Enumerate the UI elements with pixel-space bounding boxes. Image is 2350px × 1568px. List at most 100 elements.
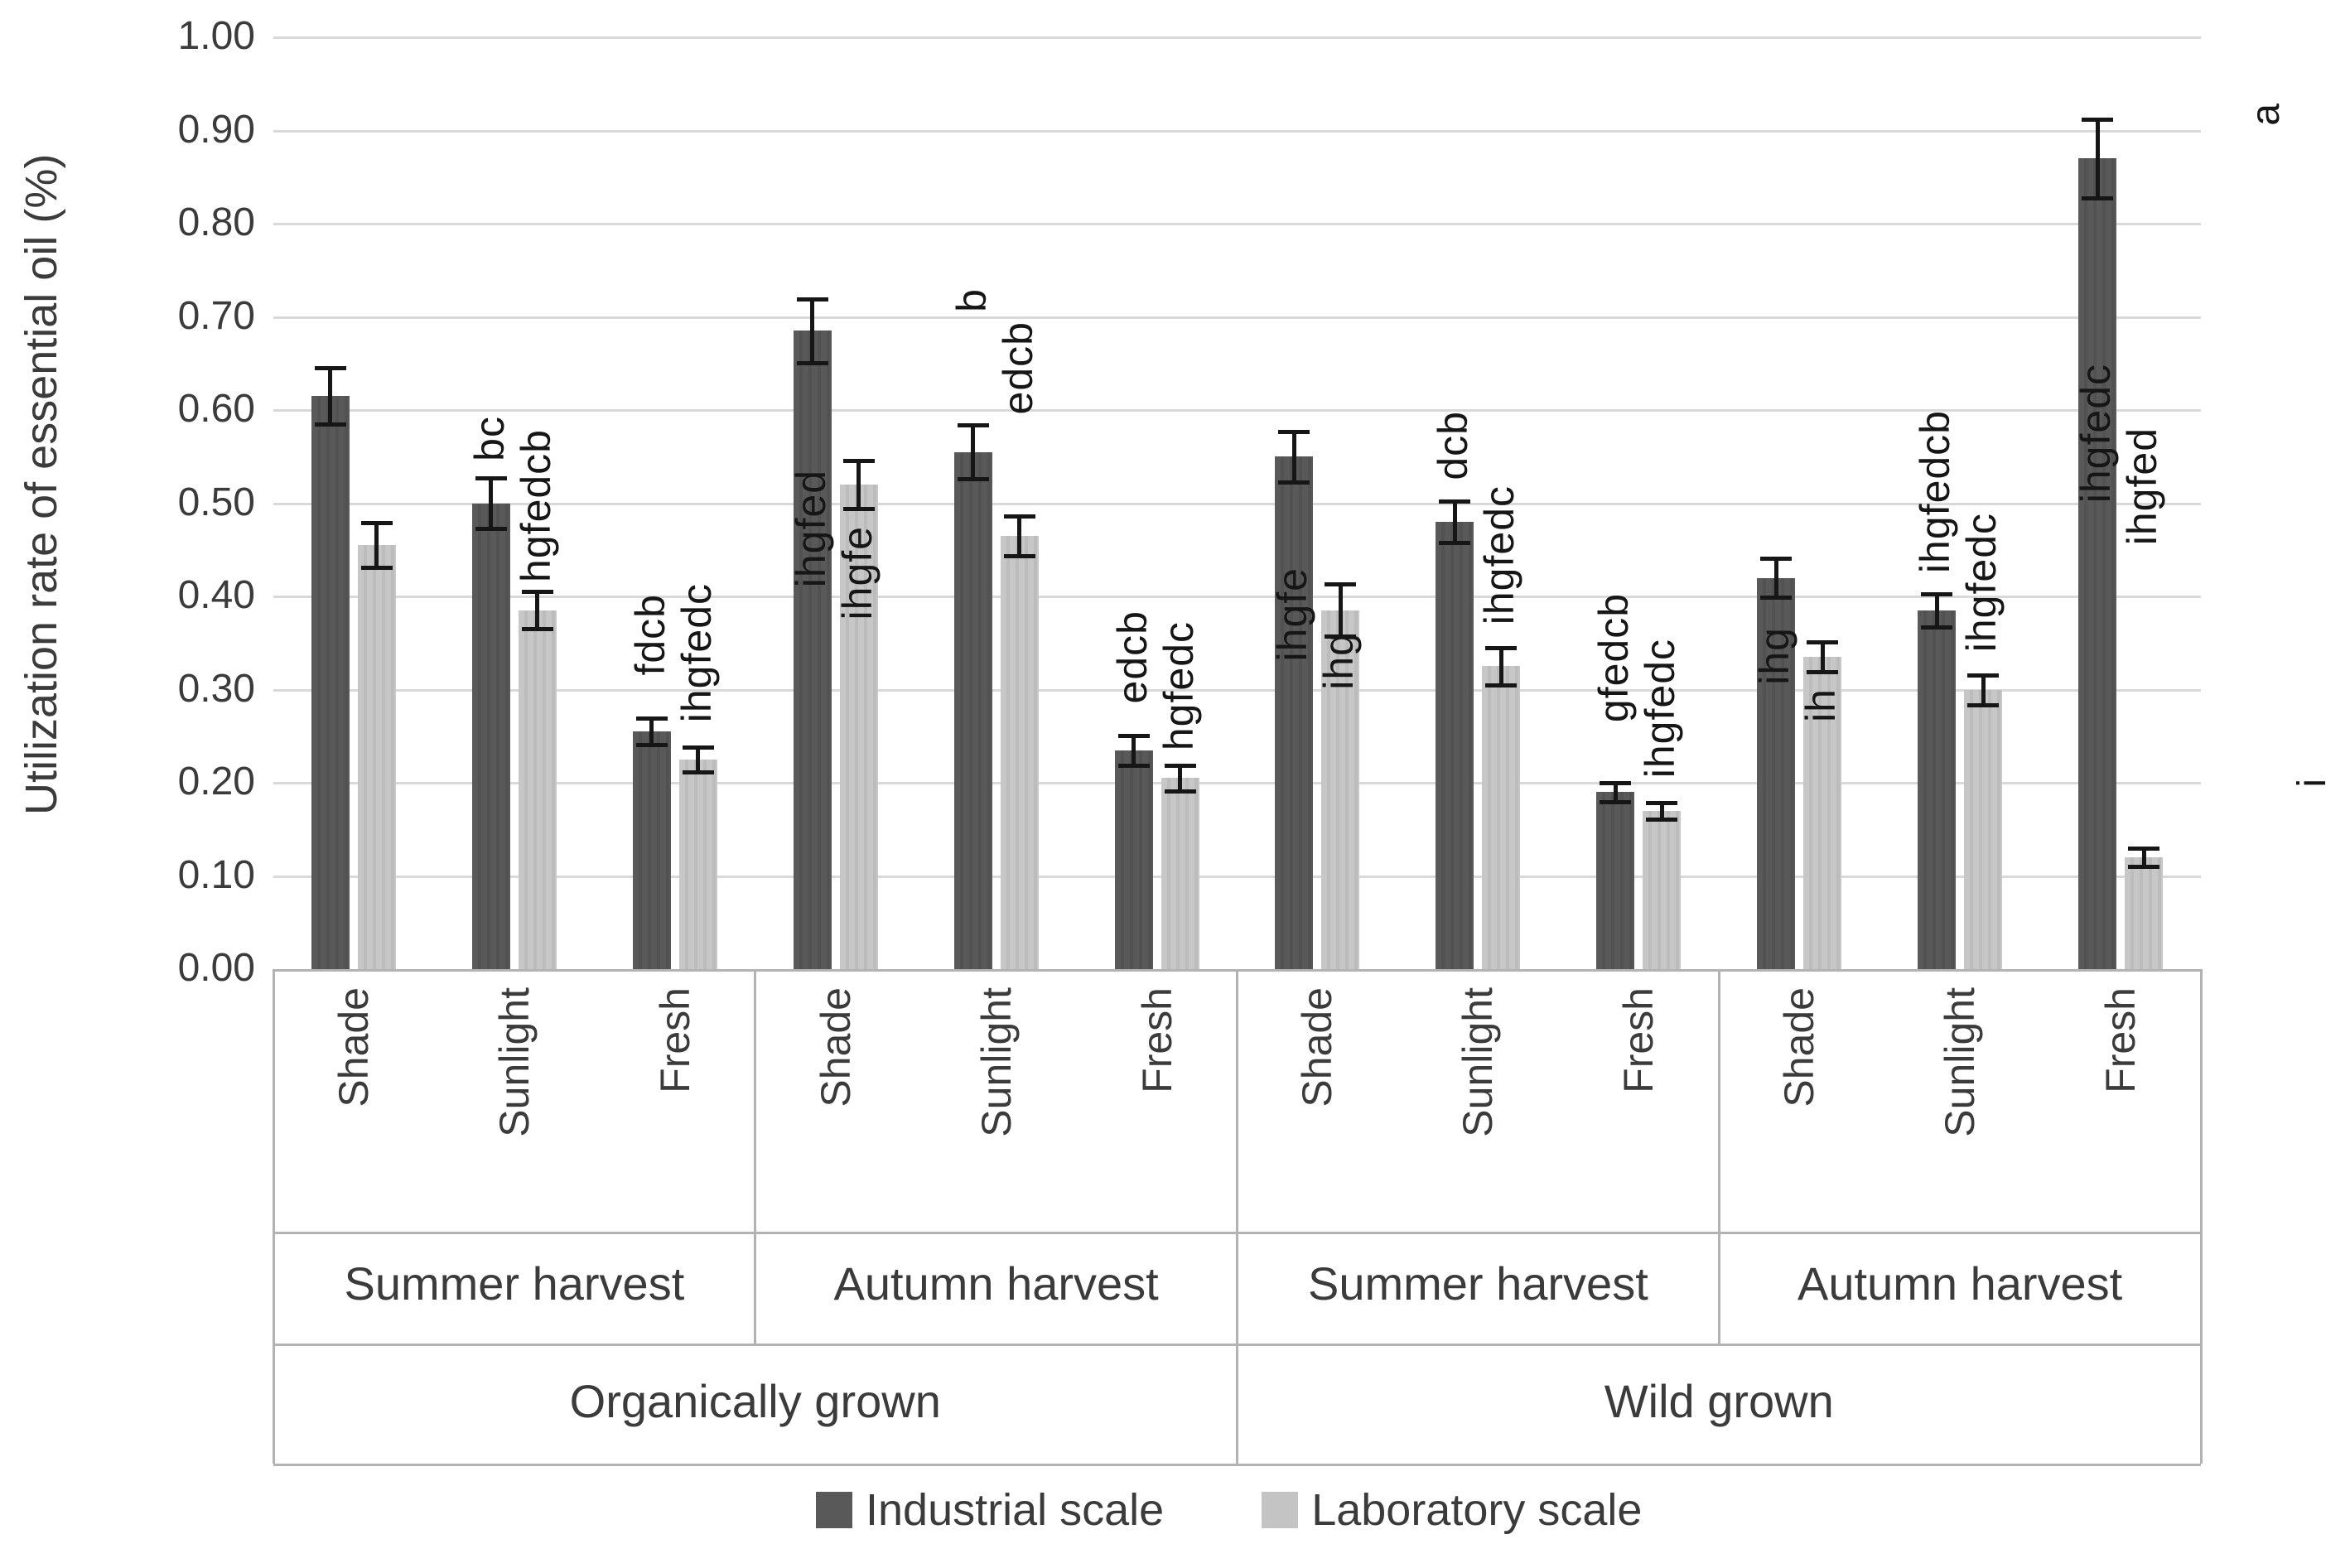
growth-label: Wild grown	[1604, 1375, 1834, 1427]
error-bar	[696, 747, 701, 772]
error-bar	[1132, 735, 1136, 765]
category-label-fresh: Fresh	[2097, 987, 2145, 1093]
error-bar-cap	[2082, 195, 2114, 200]
error-bar-cap	[682, 770, 714, 774]
error-bar-cap	[1325, 582, 1357, 587]
y-tick-label: 0.50	[177, 480, 255, 524]
error-bar	[810, 299, 815, 363]
significance-letters: edcb	[1108, 610, 1156, 704]
category-label-fresh: Fresh	[1615, 987, 1662, 1093]
error-bar	[1178, 765, 1183, 792]
bar-industrial	[311, 396, 350, 969]
y-gridline	[273, 223, 2201, 225]
legend-label-industrial: Industrial scale	[866, 1485, 1165, 1535]
category-label-shade: Shade	[1294, 987, 1341, 1107]
category-label-shade: Shade	[1776, 987, 1823, 1107]
error-bar-cap	[1325, 634, 1357, 639]
y-tick-label: 0.30	[177, 666, 255, 711]
y-gridline	[273, 409, 2201, 412]
error-bar-cap	[1164, 789, 1196, 794]
error-bar-cap	[1003, 553, 1035, 558]
bar-laboratory	[2125, 857, 2164, 969]
error-bar-cap	[314, 422, 346, 427]
bar-industrial	[1436, 522, 1474, 969]
significance-letters: ihgfe	[1269, 567, 1316, 662]
bar-industrial	[1918, 610, 1957, 969]
error-bar-cap	[1921, 625, 1953, 630]
bar-laboratory	[678, 759, 717, 969]
y-tick-label: 0.10	[177, 852, 255, 897]
harvest-label: Autumn harvest	[833, 1257, 1159, 1310]
error-bar-cap	[1807, 670, 1839, 675]
outside-significance-letter: a	[2244, 104, 2288, 126]
error-bar-cap	[1921, 591, 1953, 596]
error-bar-cap	[1485, 683, 1518, 688]
bar-laboratory	[518, 610, 557, 969]
error-bar-cap	[1646, 817, 1678, 822]
y-gridline	[273, 596, 2201, 598]
bar-laboratory	[1964, 689, 2003, 969]
bar-industrial	[1596, 792, 1635, 969]
error-bar-cap	[1967, 702, 2000, 707]
significance-letters: fdcb	[626, 594, 673, 676]
category-label-sunlight: Sunlight	[1455, 987, 1502, 1137]
error-bar-cap	[360, 566, 393, 571]
y-tick-label: 0.90	[177, 107, 255, 152]
bar-laboratory	[839, 485, 878, 969]
category-label-sunlight: Sunlight	[1937, 987, 1984, 1137]
error-bar-cap	[842, 458, 875, 463]
error-bar-cap	[842, 507, 875, 512]
bar-laboratory	[1803, 657, 1842, 969]
significance-letters: hgfedc	[1155, 620, 1202, 750]
error-bar	[1820, 642, 1825, 673]
y-gridline	[273, 875, 2201, 878]
category-label-shade: Shade	[812, 987, 859, 1107]
error-bar	[649, 718, 654, 745]
error-bar-cap	[1164, 763, 1196, 768]
category-label-fresh: Fresh	[1133, 987, 1180, 1093]
bar-laboratory	[1161, 778, 1199, 969]
y-tick-label: 0.70	[177, 293, 255, 338]
y-gridline	[273, 129, 2201, 133]
legend-item-laboratory: Laboratory scale	[1262, 1484, 1642, 1536]
error-bar-cap	[796, 297, 828, 302]
bar-laboratory	[1643, 810, 1682, 969]
significance-letters: hgfedcb	[512, 429, 559, 583]
significance-letters: ihg	[1751, 627, 1798, 685]
error-bar-cap	[635, 716, 668, 721]
error-bar-cap	[1760, 556, 1793, 561]
error-bar-cap	[1485, 645, 1518, 650]
category-divider	[272, 969, 275, 1464]
error-bar-cap	[2128, 865, 2160, 870]
error-bar	[1934, 593, 1939, 628]
category-label-sunlight: Sunlight	[972, 987, 1020, 1137]
error-bar-cap	[475, 476, 507, 481]
error-bar	[857, 460, 861, 509]
error-bar-cap	[957, 423, 989, 427]
legend-item-industrial: Industrial scale	[816, 1484, 1164, 1536]
y-tick-label: 0.00	[177, 946, 255, 990]
category-divider	[2199, 969, 2203, 1464]
category-label-sunlight: Sunlight	[490, 987, 538, 1137]
error-bar	[2095, 119, 2100, 198]
harvest-label: Summer harvest	[1307, 1257, 1648, 1310]
y-gridline	[273, 688, 2201, 692]
error-bar-cap	[635, 742, 668, 747]
legend: Industrial scale Laboratory scale	[816, 1484, 1642, 1536]
error-bar-cap	[1117, 763, 1150, 768]
outside-significance-letter: i	[2290, 778, 2334, 788]
category-label-shade: Shade	[330, 987, 377, 1107]
bar-industrial	[1275, 456, 1314, 969]
category-label-fresh: Fresh	[651, 987, 698, 1093]
bar-industrial	[953, 451, 992, 969]
error-bar	[1338, 584, 1343, 637]
error-bar	[1291, 431, 1296, 482]
error-bar-cap	[796, 360, 828, 365]
y-tick-label: 0.20	[177, 760, 255, 803]
error-bar	[1613, 783, 1618, 802]
error-bar-cap	[314, 366, 346, 371]
error-bar	[374, 523, 379, 568]
error-bar-cap	[1967, 673, 2000, 678]
error-bar-cap	[2082, 118, 2114, 122]
laboratory-swatch-icon	[1262, 1492, 1299, 1528]
